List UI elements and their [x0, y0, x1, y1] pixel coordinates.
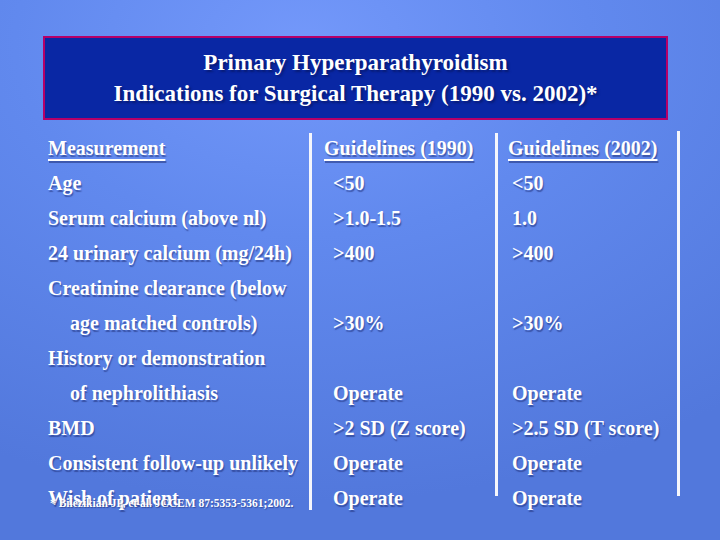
guidelines-2002-cell: <50: [498, 166, 720, 201]
guidelines-1990-cell: >400: [312, 236, 498, 271]
title-box: Primary Hyperparathyroidism Indications …: [43, 36, 668, 120]
measurement-column-header: Measurement: [0, 131, 312, 166]
guidelines-1990-cell: >30%: [312, 306, 498, 341]
guidelines-2002-column-header: Guidelines (2002): [498, 131, 720, 166]
table-row: Serum calcium (above nl) >1.0-1.5 1.0: [0, 201, 720, 236]
guidelines-2002-cell: >400: [498, 236, 720, 271]
guidelines-1990-cell: Operate: [312, 376, 498, 411]
guidelines-2002-cell: [498, 271, 720, 306]
measurement-cell: age matched controls): [0, 306, 312, 341]
measurement-cell: of nephrolithiasis: [0, 376, 312, 411]
measurement-cell: BMD: [0, 411, 312, 446]
slide-title-line-2: Indications for Surgical Therapy (1990 v…: [113, 78, 597, 109]
guidelines-2002-cell: Operate: [498, 376, 720, 411]
indications-table: Measurement Guidelines (1990) Guidelines…: [0, 131, 720, 516]
slide-title-line-1: Primary Hyperparathyroidism: [203, 47, 507, 78]
guidelines-1990-cell: Operate: [312, 481, 498, 516]
table-row: Consistent follow-up unlikely Operate Op…: [0, 446, 720, 481]
column-divider-3: [677, 131, 680, 496]
guidelines-2002-cell: >2.5 SD (T score): [498, 411, 720, 446]
measurement-cell: History or demonstration: [0, 341, 312, 376]
column-divider-1: [309, 133, 312, 510]
table-row: age matched controls) >30% >30%: [0, 306, 720, 341]
table-row: History or demonstration: [0, 341, 720, 376]
measurement-cell: Age: [0, 166, 312, 201]
table-row: 24 urinary calcium (mg/24h) >400 >400: [0, 236, 720, 271]
guidelines-2002-cell: Operate: [498, 446, 720, 481]
measurement-cell: 24 urinary calcium (mg/24h): [0, 236, 312, 271]
table-row: BMD >2 SD (Z score) >2.5 SD (T score): [0, 411, 720, 446]
citation-footnote: * Bilezikian JP, et al. JCCEM 87:5353-53…: [50, 497, 293, 509]
guidelines-1990-cell: Operate: [312, 446, 498, 481]
measurement-cell: Creatinine clearance (below: [0, 271, 312, 306]
column-divider-2: [495, 133, 498, 496]
guidelines-2002-cell: >30%: [498, 306, 720, 341]
guidelines-2002-cell: Operate: [498, 481, 720, 516]
guidelines-1990-cell: [312, 271, 498, 306]
guidelines-1990-cell: <50: [312, 166, 498, 201]
measurement-cell: Serum calcium (above nl): [0, 201, 312, 236]
table-header-row: Measurement Guidelines (1990) Guidelines…: [0, 131, 720, 166]
guidelines-2002-cell: 1.0: [498, 201, 720, 236]
slide-canvas: Primary Hyperparathyroidism Indications …: [0, 0, 720, 540]
guidelines-1990-cell: >1.0-1.5: [312, 201, 498, 236]
table-row: Age <50 <50: [0, 166, 720, 201]
guidelines-1990-cell: >2 SD (Z score): [312, 411, 498, 446]
guidelines-1990-cell: [312, 341, 498, 376]
guidelines-2002-cell: [498, 341, 720, 376]
guidelines-1990-column-header: Guidelines (1990): [312, 131, 498, 166]
table-row: Creatinine clearance (below: [0, 271, 720, 306]
table-row: of nephrolithiasis Operate Operate: [0, 376, 720, 411]
measurement-cell: Consistent follow-up unlikely: [0, 446, 312, 481]
